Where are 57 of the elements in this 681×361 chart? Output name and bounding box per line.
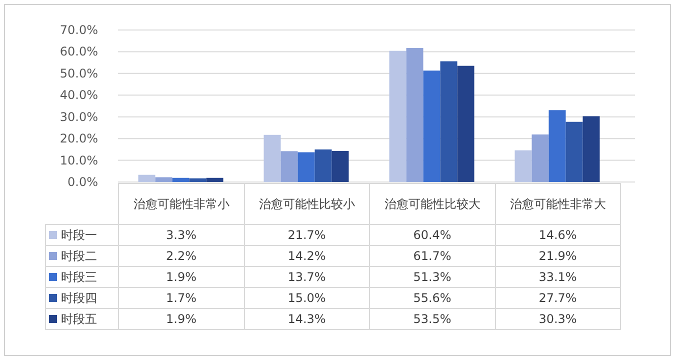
bar xyxy=(566,122,583,182)
legend-label: 时段一 xyxy=(61,228,97,242)
data-label: 27.7% xyxy=(495,288,620,308)
data-label: 30.3% xyxy=(495,308,620,330)
bar xyxy=(440,61,458,182)
bar xyxy=(389,50,406,182)
legend-label: 时段四 xyxy=(61,290,97,304)
legend-label: 时段二 xyxy=(61,248,97,262)
x-tick-label: 治愈可能性非常小 xyxy=(118,184,244,224)
legend-label: 时段五 xyxy=(61,312,97,326)
y-tick-label: 70.0% xyxy=(60,23,98,37)
data-label: 21.9% xyxy=(495,246,620,266)
data-label: 3.3% xyxy=(118,224,244,246)
y-tick-label: 10.0% xyxy=(60,153,98,168)
bar xyxy=(582,116,600,182)
data-label: 61.7% xyxy=(370,246,495,266)
y-tick-label: 20.0% xyxy=(60,132,98,146)
data-label: 1.9% xyxy=(118,308,244,330)
bar xyxy=(314,149,332,182)
bar xyxy=(423,70,440,182)
bar xyxy=(532,134,549,182)
x-tick-label: 治愈可能性比较小 xyxy=(244,184,370,224)
y-tick-label: 30.0% xyxy=(60,110,98,124)
bar xyxy=(264,134,281,182)
data-label: 60.4% xyxy=(370,224,495,246)
data-label: 51.3% xyxy=(370,266,495,288)
data-label: 2.2% xyxy=(118,246,244,266)
data-label: 14.6% xyxy=(495,224,620,246)
bar xyxy=(172,178,190,182)
bar xyxy=(138,174,156,182)
bar xyxy=(189,178,206,182)
bar xyxy=(206,178,224,182)
x-tick-label: 治愈可能性非常大 xyxy=(495,184,620,224)
data-label: 15.0% xyxy=(244,288,370,308)
bar xyxy=(406,48,424,182)
bar xyxy=(298,152,315,182)
data-label: 53.5% xyxy=(370,308,495,330)
bar xyxy=(457,66,474,182)
bar xyxy=(280,151,298,182)
data-label: 33.1% xyxy=(495,266,620,288)
bar xyxy=(155,177,172,182)
data-label: 1.9% xyxy=(118,266,244,288)
data-label: 55.6% xyxy=(370,288,495,308)
data-label: 13.7% xyxy=(244,266,370,288)
data-label: 14.2% xyxy=(244,246,370,266)
y-tick-label: 60.0% xyxy=(60,44,98,59)
bar xyxy=(514,150,532,182)
x-tick-label: 治愈可能性比较大 xyxy=(370,184,495,224)
y-tick-label: 40.0% xyxy=(60,88,98,102)
data-label: 14.3% xyxy=(244,308,370,330)
bar xyxy=(548,110,566,182)
y-tick-label: 0.0% xyxy=(68,175,98,189)
y-tick-label: 50.0% xyxy=(60,66,98,80)
bar xyxy=(332,150,349,182)
data-label: 21.7% xyxy=(244,224,370,246)
data-label: 1.7% xyxy=(118,288,244,308)
legend-label: 时段三 xyxy=(61,270,97,284)
